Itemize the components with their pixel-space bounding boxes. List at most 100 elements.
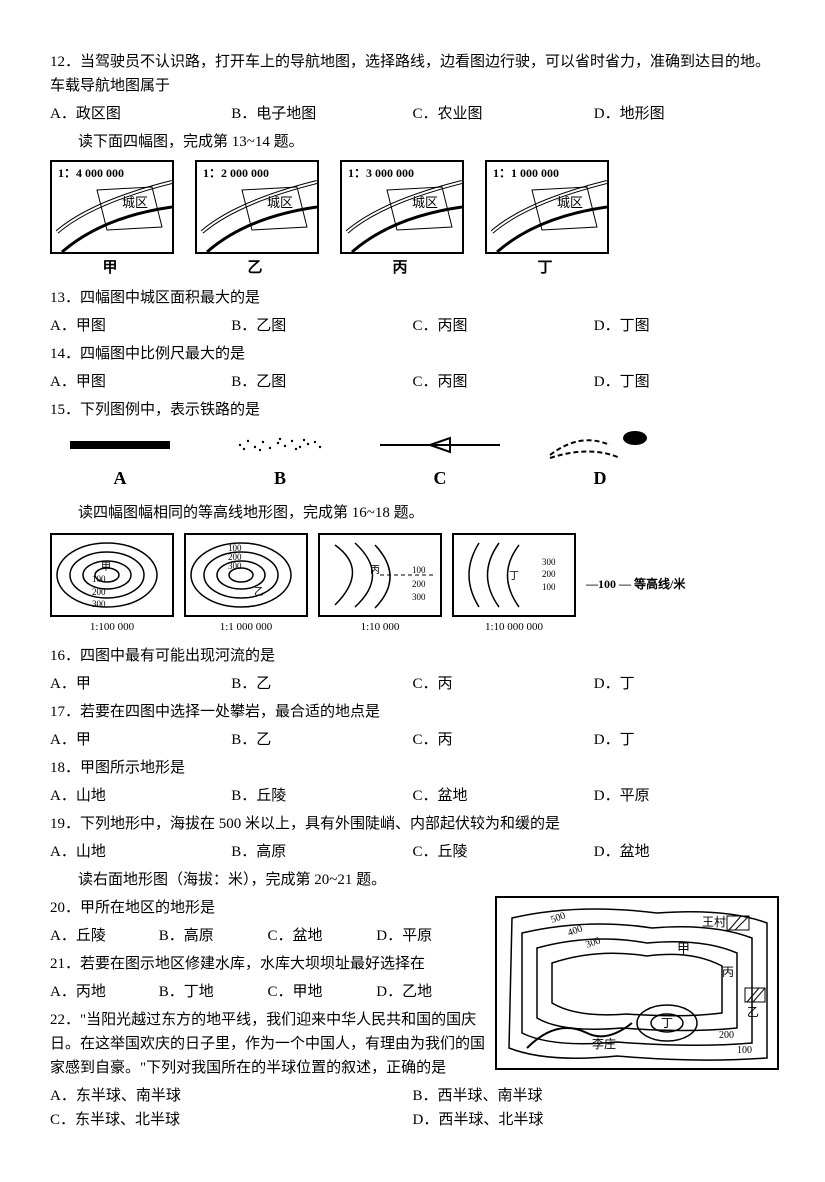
q16-opt-c[interactable]: C．丙 [413, 672, 594, 696]
svg-text:300: 300 [412, 592, 426, 602]
svg-text:丙: 丙 [370, 565, 380, 576]
scale-jia: 1：4 000 000 [58, 164, 124, 183]
svg-text:500: 500 [549, 911, 567, 926]
q21-opt-a[interactable]: A．丙地 [50, 980, 159, 1004]
svg-text:100: 100 [542, 582, 556, 592]
railway-line-icon [50, 430, 190, 460]
instr-13-14: 读下面四幅图，完成第 13~14 题。 [50, 130, 775, 154]
q20-opt-c[interactable]: C．盆地 [268, 924, 377, 948]
scale-yi: 1：2 000 000 [203, 164, 269, 183]
q12-text: 12．当驾驶员不认识路，打开车上的导航地图，选择路线，边看图边行驶，可以省时省力… [50, 50, 775, 98]
legend-b-label: B [210, 464, 350, 493]
contour-yi-scale: 1:1 000 000 [184, 619, 308, 637]
legend-d-label: D [530, 464, 670, 493]
sand-pattern-icon [210, 430, 350, 460]
q17-opt-d[interactable]: D．丁 [594, 728, 775, 752]
legend-a-label: A [50, 464, 190, 493]
q19-opt-c[interactable]: C．丘陵 [413, 840, 594, 864]
q21-opt-b[interactable]: B．丁地 [159, 980, 268, 1004]
svg-text:200: 200 [719, 1030, 734, 1041]
q22-opt-c[interactable]: C．东半球、北半球 [50, 1108, 413, 1132]
legend-a[interactable]: A [50, 430, 190, 493]
q20-opt-d[interactable]: D．平原 [376, 924, 485, 948]
q12-opt-c[interactable]: C．农业图 [413, 102, 594, 126]
contour-bing-scale: 1:10 000 [318, 619, 442, 637]
q22-opt-a[interactable]: A．东半球、南半球 [50, 1084, 413, 1108]
q22-opt-d[interactable]: D．西半球、北半球 [413, 1108, 776, 1132]
svg-text:甲: 甲 [677, 941, 690, 956]
q16-opt-a[interactable]: A．甲 [50, 672, 231, 696]
svg-text:乙: 乙 [747, 1005, 759, 1019]
q13-opt-c[interactable]: C．丙图 [413, 314, 594, 338]
scale-ding: 1：1 000 000 [493, 164, 559, 183]
scale-bing: 1：3 000 000 [348, 164, 414, 183]
contour-jia-scale: 1:100 000 [50, 619, 174, 637]
svg-text:100: 100 [92, 574, 106, 584]
svg-text:甲: 甲 [101, 562, 111, 573]
map-label-yi: 乙 [195, 256, 315, 280]
map-yi: 1：2 000 000 城区 乙 [195, 160, 315, 280]
q21-opt-c[interactable]: C．甲地 [268, 980, 377, 1004]
q15-text: 15．下列图例中，表示铁路的是 [50, 398, 775, 422]
legend-d[interactable]: D [530, 430, 670, 493]
terrain-map: 王村 甲 丙 乙 李庄 丁 500 400 300 200 100 [495, 896, 775, 1070]
q18-opt-c[interactable]: C．盆地 [413, 784, 594, 808]
q14-opt-a[interactable]: A．甲图 [50, 370, 231, 394]
q17-opt-a[interactable]: A．甲 [50, 728, 231, 752]
q19-opt-a[interactable]: A．山地 [50, 840, 231, 864]
q20-opt-b[interactable]: B．高原 [159, 924, 268, 948]
svg-text:300: 300 [92, 599, 106, 609]
contour-ding-scale: 1:10 000 000 [452, 619, 576, 637]
svg-text:100: 100 [737, 1045, 752, 1056]
q14-text: 14．四幅图中比例尺最大的是 [50, 342, 775, 366]
q22-opt-b[interactable]: B．西半球、南半球 [413, 1084, 776, 1108]
map-label-ding: 丁 [485, 256, 605, 280]
q14-opt-d[interactable]: D．丁图 [594, 370, 775, 394]
q17-text: 17．若要在四图中选择一处攀岩，最合适的地点是 [50, 700, 775, 724]
q19-text: 19．下列地形中，海拔在 500 米以上，具有外围陡峭、内部起伏较为和缓的是 [50, 812, 775, 836]
map-label-jia: 甲 [50, 256, 170, 280]
map-ding: 1：1 000 000 城区 丁 [485, 160, 605, 280]
q18-text: 18．甲图所示地形是 [50, 756, 775, 780]
instr-16-18: 读四幅图幅相同的等高线地形图，完成第 16~18 题。 [50, 501, 775, 525]
legend-b[interactable]: B [210, 430, 350, 493]
legend-c[interactable]: C [370, 430, 510, 493]
q17-opt-b[interactable]: B．乙 [231, 728, 412, 752]
q17-opt-c[interactable]: C．丙 [413, 728, 594, 752]
q20-opt-a[interactable]: A．丘陵 [50, 924, 159, 948]
q18-opt-d[interactable]: D．平原 [594, 784, 775, 808]
svg-text:300: 300 [584, 936, 602, 951]
q19-opt-b[interactable]: B．高原 [231, 840, 412, 864]
q18-opt-b[interactable]: B．丘陵 [231, 784, 412, 808]
q12-opt-d[interactable]: D．地形图 [594, 102, 775, 126]
svg-text:300: 300 [228, 561, 242, 571]
svg-text:200: 200 [412, 579, 426, 589]
q12-opt-b[interactable]: B．电子地图 [231, 102, 412, 126]
svg-text:城区: 城区 [412, 195, 438, 210]
svg-text:王村: 王村 [702, 915, 726, 929]
q21-opt-d[interactable]: D．乙地 [376, 980, 485, 1004]
q12-opt-a[interactable]: A．政区图 [50, 102, 231, 126]
q14-opt-c[interactable]: C．丙图 [413, 370, 594, 394]
q19-opt-d[interactable]: D．盆地 [594, 840, 775, 864]
q13-opt-d[interactable]: D．丁图 [594, 314, 775, 338]
map-jia: 1：4 000 000 城区 甲 [50, 160, 170, 280]
svg-text:乙: 乙 [254, 586, 264, 598]
q16-opt-d[interactable]: D．丁 [594, 672, 775, 696]
contour-bing: 丙 100 200 300 1:10 000 [318, 533, 442, 637]
contour-legend-note: —100 — 等高线/米 [586, 575, 685, 594]
svg-text:丁: 丁 [661, 1016, 673, 1030]
q13-opt-a[interactable]: A．甲图 [50, 314, 231, 338]
q16-opt-b[interactable]: B．乙 [231, 672, 412, 696]
map-label-bing: 丙 [340, 256, 460, 280]
svg-text:李庄: 李庄 [592, 1036, 616, 1051]
q18-opt-a[interactable]: A．山地 [50, 784, 231, 808]
arrow-line-icon [370, 430, 510, 460]
svg-text:300: 300 [542, 557, 556, 567]
contour-ding: 丁 300 200 100 1:10 000 000 [452, 533, 576, 637]
svg-text:城区: 城区 [122, 195, 148, 210]
svg-text:丙: 丙 [722, 965, 734, 979]
q13-opt-b[interactable]: B．乙图 [231, 314, 412, 338]
svg-text:200: 200 [92, 587, 106, 597]
q14-opt-b[interactable]: B．乙图 [231, 370, 412, 394]
